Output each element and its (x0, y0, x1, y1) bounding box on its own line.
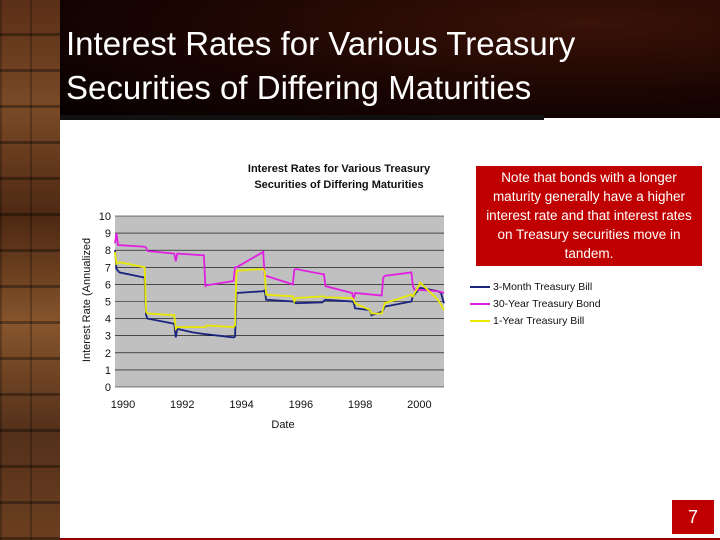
x-tick-label: 2000 (407, 399, 431, 411)
legend-item: 3-Month Treasury Bill (470, 278, 601, 295)
chart-title-line-1: Interest Rates for Various Treasury (248, 163, 431, 175)
y-tick-label: 2 (105, 348, 111, 360)
x-tick-label: 1994 (229, 399, 253, 411)
legend-label: 1-Year Treasury Bill (493, 314, 585, 327)
x-axis-label: Date (271, 419, 294, 431)
chart-legend: 3-Month Treasury Bill 30-Year Treasury Bo… (470, 278, 601, 329)
y-tick-label: 8 (105, 245, 111, 257)
title-divider (60, 115, 544, 120)
chart-title-line-2: Securities of Differing Maturities (254, 179, 423, 191)
x-tick-label: 1998 (348, 399, 372, 411)
y-tick-label: 5 (105, 297, 111, 309)
x-tick-label: 1996 (289, 399, 313, 411)
legend-label: 30-Year Treasury Bond (493, 297, 601, 310)
y-tick-label: 3 (105, 331, 111, 343)
note-box: Note that bonds with a longer maturity g… (476, 166, 702, 266)
x-tick-label: 1990 (111, 399, 135, 411)
y-axis-label: Interest Rate (Annualized (81, 238, 93, 362)
x-tick-label: 1992 (170, 399, 194, 411)
y-tick-label: 9 (105, 228, 111, 240)
y-tick-label: 4 (105, 314, 111, 326)
legend-swatch (470, 302, 490, 305)
y-tick-label: 1 (105, 365, 111, 377)
legend-swatch (470, 319, 490, 322)
legend-item: 30-Year Treasury Bond (470, 295, 601, 312)
page-number: 7 (672, 500, 714, 534)
slide-title: Interest Rates for Various Treasury Secu… (66, 22, 666, 110)
y-tick-label: 0 (105, 382, 111, 394)
title-banner (60, 0, 720, 118)
footer-line (60, 538, 720, 540)
legend-swatch (470, 285, 490, 288)
brick-wall-background (0, 0, 60, 540)
slide-title-line-2: Securities of Differing Maturities (66, 69, 532, 106)
y-tick-label: 10 (99, 211, 111, 223)
slide-title-line-1: Interest Rates for Various Treasury (66, 25, 576, 62)
legend-label: 3-Month Treasury Bill (493, 280, 593, 293)
legend-item: 1-Year Treasury Bill (470, 312, 601, 329)
y-tick-label: 7 (105, 262, 111, 274)
series-line-2 (114, 232, 445, 300)
y-tick-label: 6 (105, 279, 111, 291)
series-line-3 (114, 251, 445, 332)
